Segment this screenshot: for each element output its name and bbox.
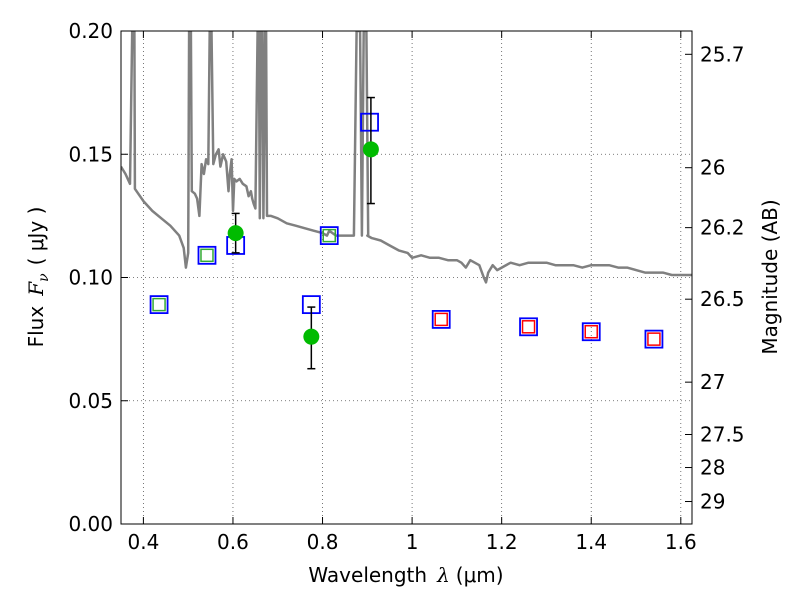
model-point-inner-nir bbox=[647, 332, 661, 346]
x-tick-label: 1.4 bbox=[575, 530, 607, 554]
grid bbox=[121, 30, 692, 525]
observed-point bbox=[362, 141, 379, 158]
y2-tick-label: 25.7 bbox=[700, 42, 745, 66]
y2-tick-label: 26.2 bbox=[700, 216, 745, 240]
x-axis-label-main: Wavelength bbox=[308, 563, 427, 587]
observed-point bbox=[303, 328, 320, 345]
y-tick-label: 0.20 bbox=[68, 19, 113, 43]
observed-point bbox=[227, 225, 244, 242]
x-tick-label: 1 bbox=[406, 530, 419, 554]
model-point-inner-optical bbox=[152, 297, 166, 312]
y-tick-label: 0.05 bbox=[68, 389, 113, 413]
x-axis-label-symbol: λ bbox=[436, 563, 450, 587]
model-point-box bbox=[197, 245, 217, 265]
model-point-inner-optical bbox=[200, 248, 214, 263]
observed-layer bbox=[227, 96, 379, 370]
y-axis-label-main: Flux bbox=[24, 306, 48, 348]
sed-layer bbox=[121, 31, 692, 284]
model-point-inner-nir bbox=[521, 320, 536, 334]
model-point-box bbox=[581, 322, 601, 342]
y-axis-label-unit: ( μJy ) bbox=[24, 207, 48, 266]
model-point-box bbox=[644, 329, 664, 349]
y-tick-label: 0.15 bbox=[68, 142, 113, 166]
model-point-box bbox=[319, 226, 339, 245]
model-point-inner-nir bbox=[434, 312, 448, 327]
x-tick-label: 1.6 bbox=[665, 530, 697, 554]
x-tick-label: 1.2 bbox=[486, 530, 518, 554]
model-box-layer bbox=[149, 112, 664, 349]
x-tick-label: 0.8 bbox=[307, 530, 339, 554]
y-axis-label-symbol: F bbox=[24, 281, 48, 297]
y2-tick-label: 27 bbox=[700, 370, 725, 394]
x-axis-label-unit: (μm) bbox=[456, 563, 504, 587]
model-point-inner-optical bbox=[322, 228, 336, 243]
x-tick-label: 0.4 bbox=[127, 530, 159, 554]
y-tick-label: 0.00 bbox=[68, 512, 113, 536]
y2-tick-label: 29 bbox=[700, 490, 725, 514]
x-tick-label: 0.6 bbox=[217, 530, 249, 554]
y2-tick-label: 27.5 bbox=[700, 423, 745, 447]
model-point-box bbox=[149, 295, 169, 315]
y2-axis-label: Magnitude (AB) bbox=[758, 199, 782, 354]
model-point-box bbox=[519, 317, 538, 337]
y2-tick-label: 28 bbox=[700, 456, 725, 480]
model-point-inner-nir bbox=[584, 324, 598, 339]
plot-frame bbox=[120, 30, 693, 525]
y-axis-label: Flux Fν ( μJy ) bbox=[24, 207, 52, 348]
ticks: 0.4 0.6 0.8 1 1.2 1.4 1.6 0.00 0.05 0.10 0.15 0.20 2… bbox=[68, 19, 744, 554]
y-tick-label: 0.10 bbox=[68, 266, 113, 290]
sed-line bbox=[121, 31, 692, 284]
y-axis-label-subscript: ν bbox=[36, 273, 52, 282]
y2-tick-label: 26.5 bbox=[700, 287, 745, 311]
y2-tick-label: 26 bbox=[700, 156, 725, 180]
x-axis-label: Wavelength λ (μm) bbox=[308, 563, 503, 587]
model-point-box bbox=[431, 310, 451, 329]
model-point-box bbox=[360, 112, 379, 132]
